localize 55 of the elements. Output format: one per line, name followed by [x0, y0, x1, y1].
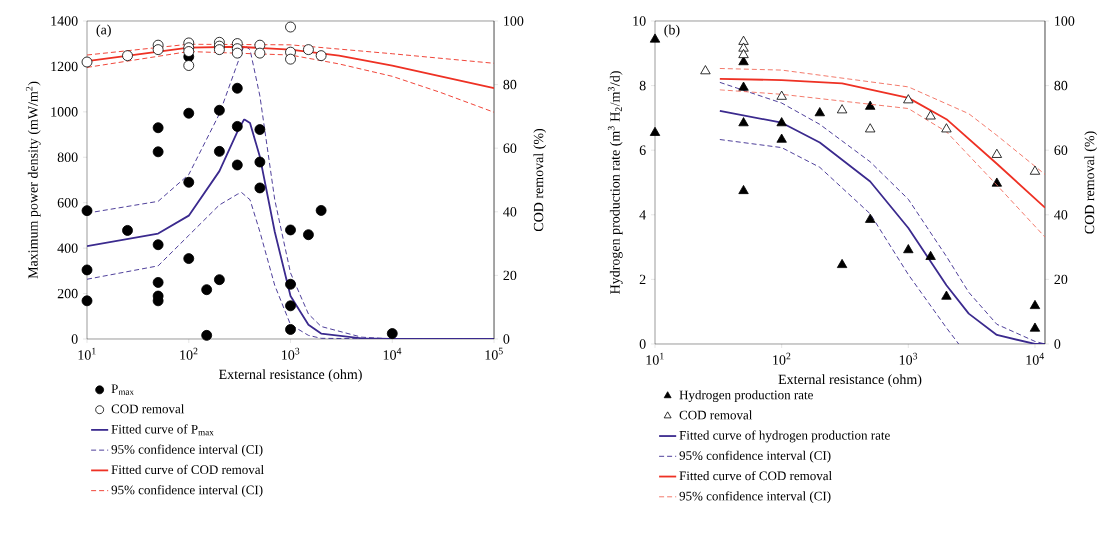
y-tick-label: 0: [639, 339, 646, 349]
y-tick-label: 8: [639, 80, 646, 91]
legend-label: 95% confidence interval (CI): [111, 444, 263, 457]
y-axis-title: Hydrogen production rate (m$^{3}$ H$_{2}$/m$^{3}$/d): [607, 71, 623, 294]
y2-tick-label: 0: [1054, 339, 1061, 349]
legend-label: P$_{max}$: [111, 384, 134, 395]
x-tick-label: 10$^{5}$: [485, 347, 503, 360]
y2-axis-title: COD removal (%): [533, 128, 547, 232]
x-axis-title: External resistance (ohm): [778, 374, 922, 387]
x-tick-label: 10$^{3}$: [899, 352, 918, 365]
y2-tick-label: 100: [1055, 16, 1075, 26]
legend-label: 95% confidence interval (CI): [111, 485, 263, 497]
legend-label: COD removal: [111, 404, 185, 414]
legend-label: Hydrogen production rate: [679, 390, 813, 403]
x-tick-label: 10$^{1}$: [78, 347, 96, 360]
chart-title: (b): [664, 24, 680, 38]
x-tick-label: 10$^{1}$: [646, 352, 664, 365]
y2-tick-label: 100: [504, 16, 524, 26]
legend-label: COD removal: [679, 410, 753, 420]
x-tick-label: 10$^{4}$: [383, 347, 402, 360]
y-tick-label: 4: [639, 210, 646, 220]
y2-tick-label: 80: [1054, 80, 1068, 91]
y-tick-label: 600: [57, 197, 78, 208]
y2-axis-title: COD removal (%): [1084, 131, 1098, 234]
y2-tick-label: 60: [1054, 145, 1068, 155]
x-tick-label: 10$^{2}$: [180, 347, 198, 360]
y-tick-label: 1400: [51, 16, 78, 26]
legend-label: Fitted curve of P$_{max}$: [111, 424, 214, 436]
y2-tick-label: 40: [503, 207, 517, 217]
y-tick-label: 400: [57, 243, 78, 253]
x-tick-label: 10$^{2}$: [773, 352, 791, 365]
y-tick-label: 1000: [51, 107, 78, 117]
chart-title: (a): [96, 24, 111, 38]
legend-label: 95% confidence interval (CI): [679, 450, 831, 463]
y-tick-label: 0: [71, 334, 78, 344]
y-tick-label: 6: [639, 145, 646, 155]
y-tick-label: 2: [639, 274, 646, 285]
x-tick-label: 10$^{4}$: [1026, 352, 1045, 365]
y2-tick-label: 60: [503, 143, 517, 153]
y-tick-label: 10: [633, 16, 646, 26]
legend-label: 95% confidence interval (CI): [679, 491, 831, 504]
legend-label: Fitted curve of COD removal: [111, 464, 264, 475]
x-tick-label: 10$^{3}$: [282, 347, 300, 360]
legend-label: Fitted curve of hydrogen production rate: [679, 430, 890, 443]
y2-tick-label: 40: [1054, 210, 1068, 220]
x-axis-title: External resistance (ohm): [219, 369, 362, 382]
legend-label: Fitted curve of COD removal: [679, 470, 832, 481]
y2-tick-label: 0: [503, 334, 510, 344]
y2-tick-label: 20: [503, 270, 517, 281]
y-tick-label: 800: [57, 152, 78, 162]
y-tick-label: 200: [57, 288, 78, 299]
y-axis-title: Maximum power density (mW/m$^{2}$): [25, 81, 41, 279]
y-tick-label: 1200: [51, 61, 78, 72]
y2-tick-label: 80: [503, 79, 517, 90]
y2-tick-label: 20: [1054, 274, 1068, 285]
